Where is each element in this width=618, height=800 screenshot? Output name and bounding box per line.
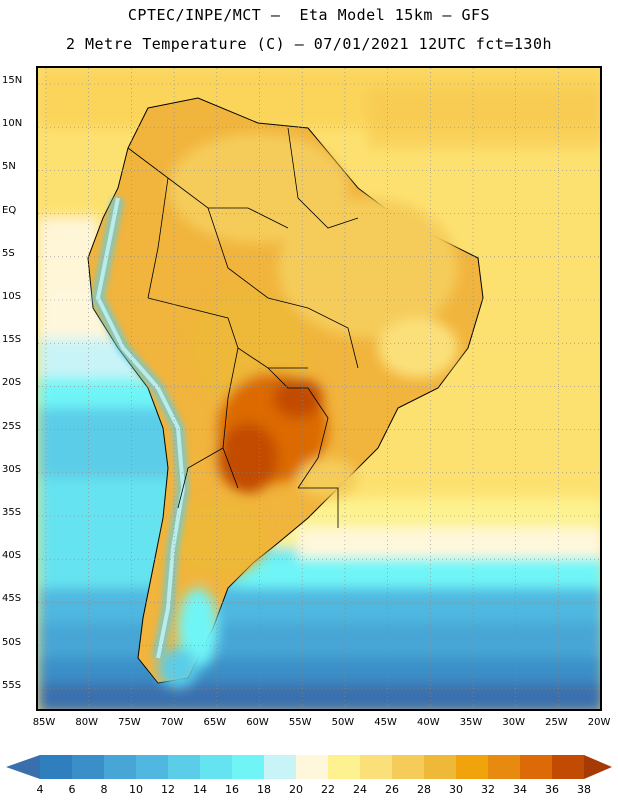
colorbar-label: 32 bbox=[481, 783, 495, 796]
colorbar-arrow-right bbox=[584, 755, 612, 779]
lon-label: 85W bbox=[32, 717, 56, 728]
lat-label: 50S bbox=[2, 636, 22, 648]
colorbar-swatch bbox=[488, 755, 520, 779]
lat-label: EQ bbox=[2, 204, 17, 216]
lat-label: 10N bbox=[2, 118, 23, 130]
colorbar-label: 14 bbox=[193, 783, 207, 796]
lon-label: 35W bbox=[459, 717, 483, 728]
colorbar-label: 4 bbox=[36, 783, 44, 796]
colorbar-swatch bbox=[392, 755, 424, 779]
colorbar-swatch bbox=[168, 755, 200, 779]
colorbar-swatch bbox=[360, 755, 392, 779]
lon-label: 55W bbox=[288, 717, 312, 728]
lat-label: 15S bbox=[2, 334, 22, 346]
colorbar-label: 12 bbox=[161, 783, 175, 796]
lon-label: 30W bbox=[502, 717, 525, 728]
lat-label: 20S bbox=[2, 377, 22, 389]
colorbar-swatch bbox=[520, 755, 552, 779]
lat-label: 10S bbox=[2, 291, 22, 302]
colorbar bbox=[6, 755, 612, 779]
lat-label: 15N bbox=[2, 75, 23, 86]
colorbar-label: 20 bbox=[289, 783, 303, 796]
colorbar-swatch bbox=[104, 755, 136, 779]
lon-label: 40W bbox=[416, 717, 440, 728]
lon-label: 20W bbox=[587, 717, 611, 728]
colorbar-arrow-left bbox=[6, 755, 40, 779]
lat-label: 40S bbox=[2, 550, 22, 562]
lon-label: 45W bbox=[374, 717, 397, 728]
lat-label: 55S bbox=[2, 679, 22, 691]
colorbar-swatch bbox=[456, 755, 488, 779]
colorbar-label: 10 bbox=[129, 783, 143, 796]
colorbar-swatch bbox=[296, 755, 328, 779]
colorbar-swatch bbox=[232, 755, 264, 779]
colorbar-swatch bbox=[200, 755, 232, 779]
lat-label: 45S bbox=[2, 593, 22, 605]
colorbar-swatch bbox=[40, 755, 72, 779]
colorbar-swatch bbox=[72, 755, 104, 779]
lat-label: 25S bbox=[2, 420, 22, 432]
lat-label: 5N bbox=[2, 161, 16, 173]
lon-label: 65W bbox=[203, 717, 227, 728]
colorbar-swatch bbox=[424, 755, 456, 779]
colorbar-label: 26 bbox=[385, 783, 399, 796]
colorbar-label: 28 bbox=[417, 783, 431, 796]
map-title: CPTEC/INPE/MCT – Eta Model 15km – GFS bbox=[127, 6, 491, 24]
lon-label: 75W bbox=[118, 717, 141, 728]
lon-label: 80W bbox=[75, 717, 98, 728]
lon-label: 25W bbox=[545, 717, 568, 728]
colorbar-label: 30 bbox=[449, 783, 463, 796]
colorbar-label: 8 bbox=[100, 783, 108, 796]
colorbar-label: 16 bbox=[225, 783, 239, 796]
temperature-map bbox=[36, 66, 602, 711]
lon-label: 50W bbox=[331, 717, 355, 728]
colorbar-label: 18 bbox=[257, 783, 271, 796]
colorbar-swatch bbox=[264, 755, 296, 779]
colorbar-label: 6 bbox=[68, 783, 76, 796]
colorbar-swatch bbox=[136, 755, 168, 779]
colorbar-swatch bbox=[328, 755, 360, 779]
map-subtitle: 2 Metre Temperature (C) – 07/01/2021 12U… bbox=[65, 35, 553, 53]
colorbar-swatch bbox=[552, 755, 584, 779]
colorbar-label: 34 bbox=[513, 783, 527, 796]
lat-label: 30S bbox=[2, 463, 22, 475]
lon-label: 60W bbox=[246, 717, 269, 728]
colorbar-label: 36 bbox=[545, 783, 559, 796]
colorbar-label: 24 bbox=[353, 783, 367, 796]
lat-label: 5S bbox=[2, 247, 15, 259]
lon-label: 70W bbox=[160, 717, 184, 728]
colorbar-label: 22 bbox=[321, 783, 335, 796]
land-temperature-field bbox=[87, 97, 484, 688]
colorbar-label: 38 bbox=[577, 783, 591, 796]
lat-label: 35S bbox=[2, 507, 22, 518]
